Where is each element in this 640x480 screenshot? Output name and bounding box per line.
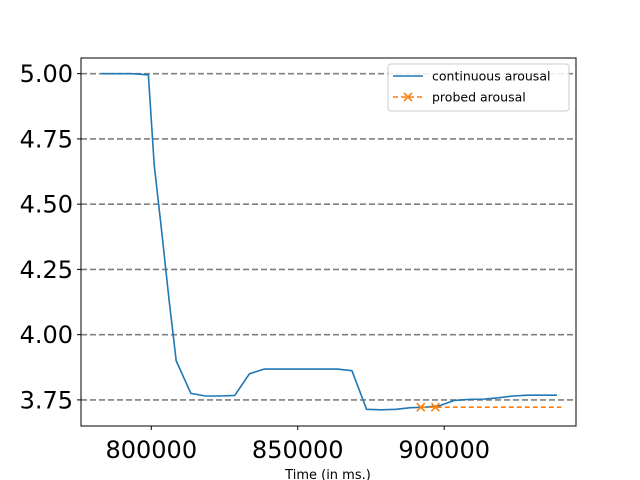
y-axis: 3.75 4.00 4.25 4.50 4.75 5.00 xyxy=(20,60,81,414)
y-tick-label: 3.75 xyxy=(20,386,73,414)
legend-label-continuous: continuous arousal xyxy=(432,69,550,84)
legend-marker-probed xyxy=(403,92,413,102)
grid-lines xyxy=(81,72,576,401)
data-point-marker xyxy=(416,402,426,412)
y-tick-label: 4.50 xyxy=(20,191,73,219)
legend: continuous arousal probed arousal xyxy=(387,63,570,112)
x-tick-label: 850000 xyxy=(252,436,344,464)
series-layer xyxy=(101,72,562,412)
y-tick-label: 4.75 xyxy=(20,125,73,153)
y-tick-label: 5.00 xyxy=(20,60,73,88)
x-axis-label: Time (in ms.) xyxy=(284,468,371,480)
plot-frame xyxy=(80,57,577,427)
x-axis: 800000 850000 900000 xyxy=(105,426,490,464)
legend-box xyxy=(387,63,570,112)
legend-label-probed: probed arousal xyxy=(432,90,526,105)
x-tick-label: 900000 xyxy=(398,436,490,464)
data-point-marker xyxy=(430,402,440,412)
series-line-0 xyxy=(101,72,557,411)
x-tick-label: 800000 xyxy=(105,436,197,464)
y-tick-label: 4.25 xyxy=(20,256,73,284)
y-tick-label: 4.00 xyxy=(20,321,73,349)
